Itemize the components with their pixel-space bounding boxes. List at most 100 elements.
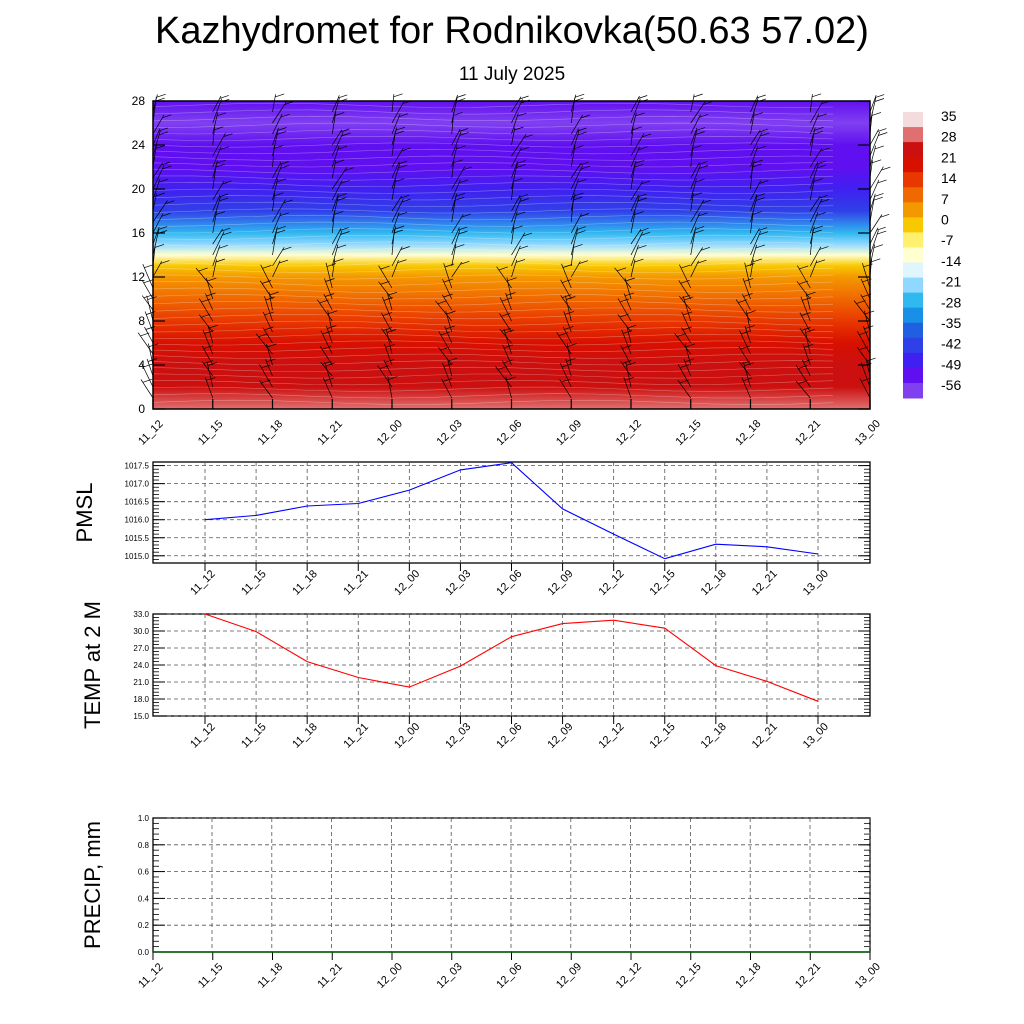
wind-barb-flag bbox=[522, 232, 533, 237]
wind-barb bbox=[496, 266, 512, 289]
wind-barb-flag bbox=[458, 230, 468, 235]
wind-barb-flag bbox=[573, 196, 583, 201]
wind-barb-flag bbox=[337, 193, 347, 197]
wind-barb bbox=[511, 112, 519, 135]
wind-barb bbox=[556, 332, 572, 355]
y-tick-label: 0.8 bbox=[138, 841, 150, 850]
wind-barb bbox=[750, 228, 760, 245]
contour-line bbox=[152, 188, 834, 194]
wind-barb bbox=[809, 198, 823, 223]
wind-barb-flag bbox=[395, 178, 405, 182]
y-tick-label: 30.0 bbox=[133, 627, 149, 636]
wind-barb-flag bbox=[264, 326, 274, 331]
wind-barb bbox=[377, 365, 393, 388]
colorbar-segment bbox=[903, 232, 923, 248]
x-tick-label: 12_21 bbox=[750, 568, 780, 598]
wind-barb-flag bbox=[514, 126, 524, 131]
y-tick-label: 16 bbox=[132, 226, 146, 240]
x-tick-label: 12_21 bbox=[793, 418, 823, 448]
wind-barb-flag bbox=[198, 267, 208, 272]
wind-barb bbox=[869, 97, 877, 124]
wind-barb bbox=[570, 196, 574, 223]
wind-barb bbox=[451, 214, 464, 234]
wind-barb-flag bbox=[269, 291, 279, 296]
wind-barb bbox=[630, 160, 637, 179]
wind-barb bbox=[148, 343, 154, 366]
contour-line bbox=[152, 307, 834, 313]
colorbar-segment bbox=[903, 367, 923, 384]
wind-barb-flag bbox=[746, 310, 757, 314]
wind-barb bbox=[869, 94, 877, 113]
wind-barb bbox=[387, 376, 393, 399]
wind-barb-flag bbox=[284, 101, 294, 105]
wind-barb-flag bbox=[398, 160, 408, 165]
wind-barb bbox=[198, 314, 214, 333]
wind-barb-flag bbox=[277, 127, 287, 131]
wind-barb-flag bbox=[744, 362, 754, 367]
wind-barb bbox=[451, 196, 457, 223]
wind-barb-flag bbox=[503, 359, 513, 364]
wind-barb-flag bbox=[819, 246, 829, 250]
wind-barb bbox=[391, 147, 404, 168]
wind-barb bbox=[272, 229, 277, 256]
wind-barb bbox=[451, 145, 458, 168]
wind-barb-flag bbox=[806, 291, 816, 296]
wind-barb bbox=[152, 229, 160, 256]
wind-barb-flag bbox=[576, 226, 586, 231]
wind-barb bbox=[385, 328, 393, 355]
wind-barb bbox=[442, 278, 453, 300]
wind-barb bbox=[152, 162, 163, 179]
wind-barb bbox=[380, 312, 393, 333]
wind-barb bbox=[331, 228, 342, 245]
wind-barb bbox=[565, 358, 572, 377]
y-tick-label: 21.0 bbox=[133, 678, 149, 687]
wind-barb-flag bbox=[388, 376, 398, 380]
wind-barb-flag bbox=[695, 127, 706, 131]
contour-line bbox=[152, 142, 834, 148]
wind-barb bbox=[451, 193, 458, 212]
wind-barb bbox=[212, 228, 223, 245]
wind-barb bbox=[750, 211, 754, 234]
x-tick-label: 13_00 bbox=[853, 418, 883, 448]
wind-barb-flag bbox=[328, 310, 338, 315]
wind-barb-flag bbox=[700, 246, 711, 251]
y-tick-label: 0 bbox=[138, 402, 145, 416]
wind-barb bbox=[272, 226, 278, 245]
wind-barb bbox=[742, 278, 751, 300]
wind-barb bbox=[391, 246, 403, 267]
colorbar-label: -56 bbox=[941, 377, 961, 393]
wind-barb bbox=[259, 364, 273, 388]
y-tick-label: 8 bbox=[138, 314, 145, 328]
wind-barb bbox=[141, 363, 154, 388]
wind-barb bbox=[750, 146, 759, 168]
contour-line bbox=[152, 135, 834, 141]
y-tick-label: 27.0 bbox=[133, 644, 149, 653]
wind-barb-flag bbox=[871, 112, 882, 116]
wind-barb-flag bbox=[877, 230, 887, 235]
wind-barb bbox=[570, 128, 579, 146]
wind-barb-flag bbox=[861, 377, 871, 382]
wind-barb-flag bbox=[877, 128, 887, 132]
wind-barb bbox=[561, 263, 572, 289]
colorbar-segment bbox=[903, 292, 923, 309]
wind-barb bbox=[621, 329, 632, 355]
wind-barb-flag bbox=[393, 93, 403, 98]
wind-barb-flag bbox=[758, 231, 769, 236]
wind-barb-flag bbox=[638, 146, 648, 151]
wind-barb bbox=[857, 331, 871, 355]
wind-barb-flag bbox=[682, 311, 693, 316]
wind-barb bbox=[742, 361, 751, 388]
wind-barb-flag bbox=[453, 112, 463, 116]
colorbar-label: -35 bbox=[941, 315, 961, 331]
wind-barb-flag bbox=[455, 244, 465, 248]
wind-barb-flag bbox=[335, 112, 345, 116]
wind-barb-flag bbox=[400, 194, 410, 199]
wind-barb-flag bbox=[215, 163, 225, 168]
wind-barb-flag bbox=[207, 277, 217, 282]
wind-barb bbox=[620, 345, 632, 366]
wind-barb bbox=[331, 95, 340, 113]
wind-barb-flag bbox=[818, 194, 828, 199]
wind-barb-flag bbox=[219, 95, 229, 99]
wind-barb bbox=[212, 196, 221, 223]
wind-barb-flag bbox=[158, 178, 168, 183]
